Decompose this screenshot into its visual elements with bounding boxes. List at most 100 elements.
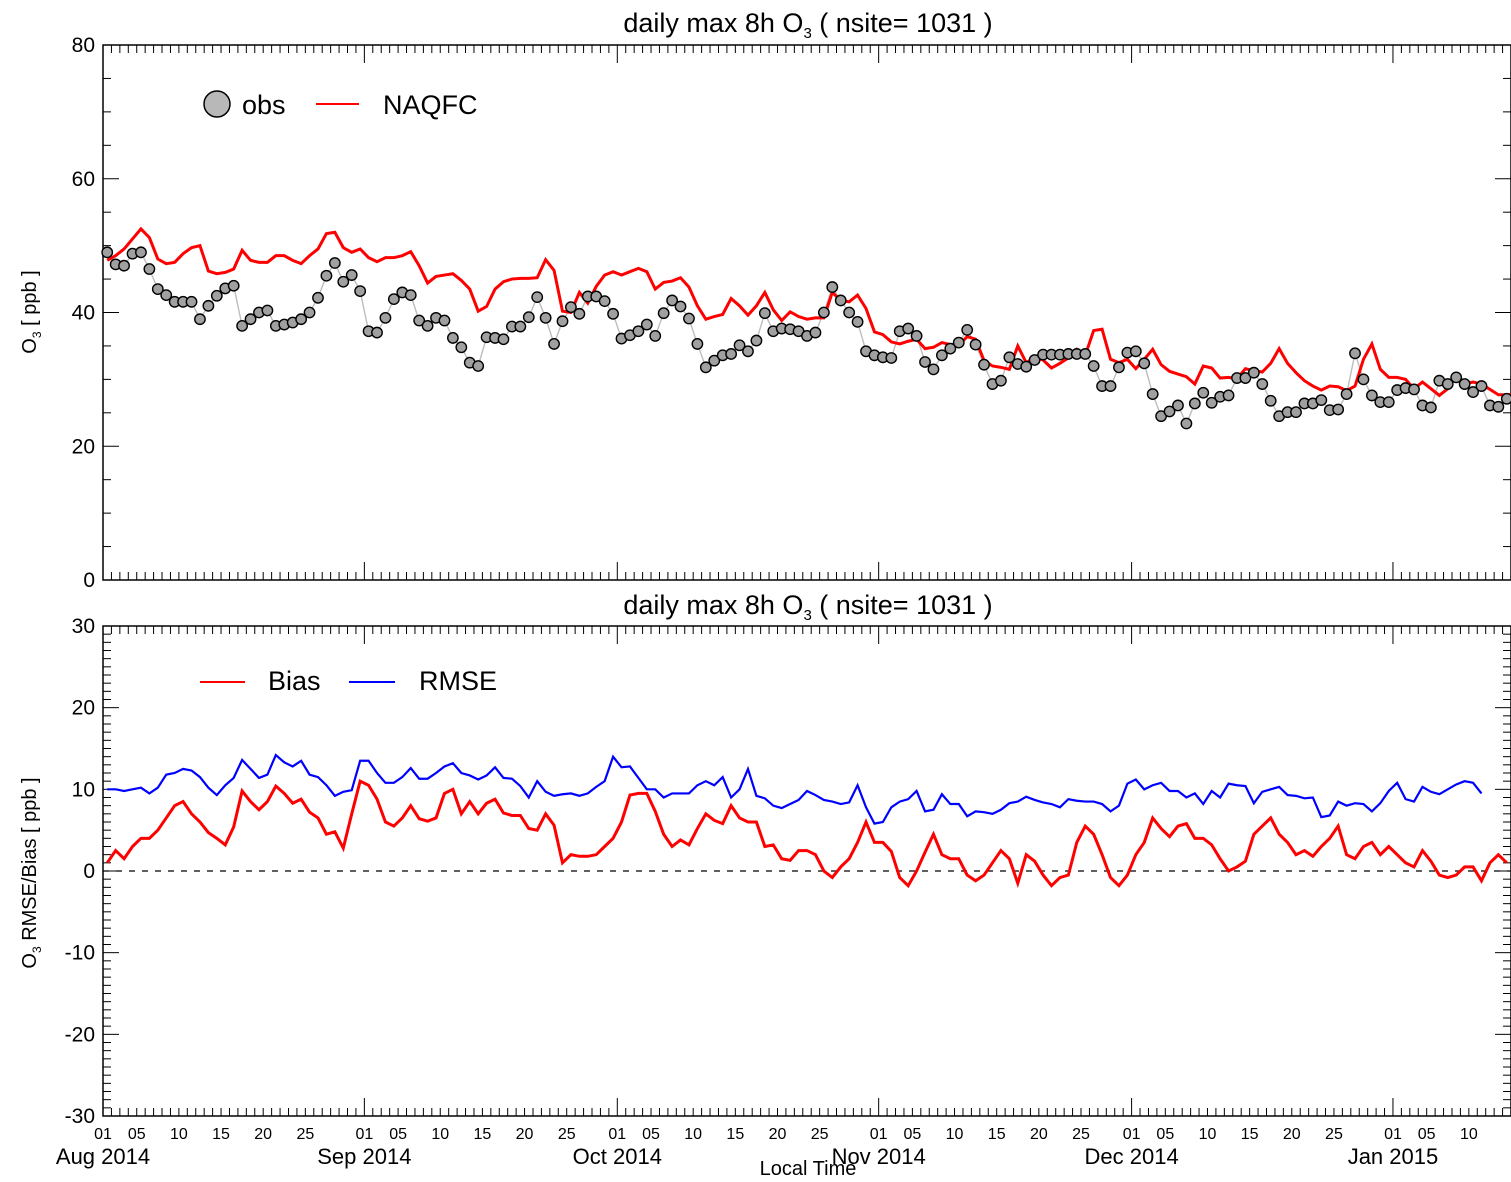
x-day-label: 01 (355, 1126, 373, 1143)
obs-point (556, 315, 569, 328)
obs-point (497, 333, 510, 346)
obs-point (843, 306, 856, 319)
obs-point (539, 311, 552, 324)
obs-point (969, 338, 982, 351)
x-day-label: 25 (1072, 1126, 1090, 1143)
x-day-label: 15 (1241, 1126, 1259, 1143)
obs-point (1247, 366, 1260, 379)
obs-point (632, 325, 645, 338)
obs-point (202, 299, 215, 312)
legend-obs-marker (203, 90, 231, 118)
obs-point (758, 307, 771, 320)
y-tick-label: 60 (72, 168, 95, 191)
obs-point (194, 313, 206, 326)
bottom-chart-title: daily max 8h O3 ( nsite= 1031 ) (623, 590, 992, 624)
obs-point (944, 342, 957, 355)
obs-point (1129, 345, 1142, 358)
obs-point (1450, 371, 1463, 384)
ozone-timeseries-panel: daily max 8h O3 ( nsite= 1031 ) O3 [ ppb… (19, 8, 1511, 592)
obs-point (1087, 360, 1100, 372)
obs-point (649, 330, 662, 342)
obs-point (328, 257, 341, 269)
x-day-label: 01 (1384, 1126, 1402, 1143)
y-tick-label: 30 (72, 615, 95, 638)
top-legend: obs NAQFC (203, 90, 478, 120)
obs-point (978, 358, 990, 371)
obs-point (337, 275, 350, 288)
obs-point (143, 263, 156, 275)
legend-bias-label: Bias (268, 666, 321, 696)
obs-point (455, 341, 468, 354)
obs-point (151, 283, 164, 295)
rmse-series-line (107, 753, 1483, 825)
obs-point (598, 295, 611, 308)
obs-point (1113, 361, 1125, 374)
obs-point (312, 291, 324, 304)
obs-point (371, 326, 383, 339)
x-month-label: Dec 2014 (1085, 1144, 1179, 1169)
x-day-label: 20 (769, 1126, 787, 1143)
x-day-label: 20 (254, 1126, 272, 1143)
obs-point (565, 301, 577, 314)
top-axes: 0 20 40 60 80 (72, 34, 1511, 592)
obs-point (742, 345, 754, 358)
y-tick-label: 0 (83, 860, 95, 883)
obs-point (1332, 403, 1345, 416)
x-day-label: 01 (94, 1126, 112, 1143)
obs-point (135, 246, 147, 259)
y-tick-label: 20 (72, 697, 95, 720)
obs-point (472, 360, 485, 372)
obs-point (379, 311, 392, 324)
obs-point (708, 354, 721, 367)
obs-point (421, 319, 434, 332)
obs-point (295, 313, 308, 326)
obs-point (1028, 354, 1041, 366)
bias-series-line (105, 779, 1508, 889)
obs-point (1205, 396, 1218, 409)
obs-point (607, 307, 619, 320)
obs-point (522, 311, 535, 324)
x-day-label: 10 (684, 1126, 702, 1143)
obs-point (261, 304, 274, 317)
x-day-label: 20 (516, 1126, 534, 1143)
obs-point (413, 314, 426, 327)
obs-point (995, 374, 1007, 387)
x-day-label: 25 (811, 1126, 829, 1143)
obs-point (1079, 348, 1092, 360)
x-day-label: 10 (1199, 1126, 1217, 1143)
obs-point (1020, 360, 1033, 373)
x-day-label: 15 (988, 1126, 1006, 1143)
obs-point (227, 279, 240, 292)
x-month-label: Aug 2014 (56, 1144, 150, 1169)
x-day-label: 20 (1283, 1126, 1301, 1143)
legend-obs-label: obs (242, 90, 286, 120)
obs-point (1349, 347, 1361, 360)
obs-point (548, 338, 560, 350)
rmse-bias-panel: daily max 8h O3 ( nsite= 1031 ) O3 RMSE/… (19, 590, 1511, 1180)
obs-point (244, 313, 257, 326)
obs-point (1197, 386, 1210, 399)
obs-point (961, 323, 974, 336)
obs-point (666, 294, 679, 307)
bottom-legend: Bias RMSE (200, 666, 497, 696)
obs-point (851, 315, 864, 328)
x-day-label: 01 (1123, 1126, 1141, 1143)
x-day-label: 10 (1460, 1126, 1478, 1143)
x-day-label: 10 (946, 1126, 964, 1143)
obs-point (438, 314, 451, 327)
x-day-label: 05 (1418, 1126, 1436, 1143)
legend-rmse-label: RMSE (419, 666, 497, 696)
obs-point (185, 295, 198, 308)
obs-point (834, 294, 847, 307)
top-chart-title: daily max 8h O3 ( nsite= 1031 ) (623, 8, 992, 42)
obs-point (1239, 372, 1252, 384)
obs-point (1458, 378, 1471, 390)
obs-point (1163, 405, 1176, 418)
obs-point (1104, 380, 1117, 392)
obs-point (118, 259, 130, 272)
x-day-label: 05 (642, 1126, 660, 1143)
obs-point (1180, 417, 1193, 430)
obs-point (1003, 351, 1016, 364)
y-tick-label: 20 (72, 435, 95, 458)
